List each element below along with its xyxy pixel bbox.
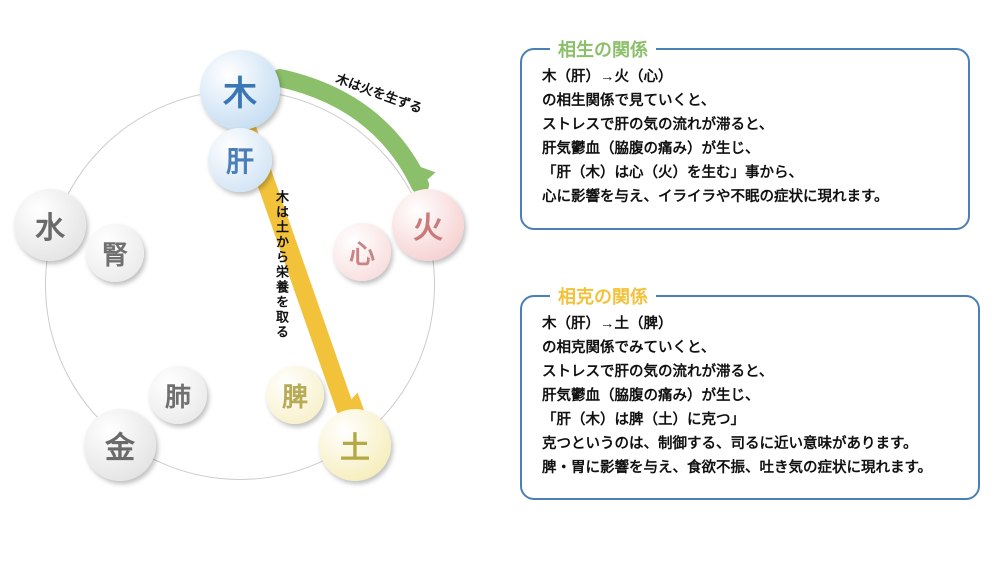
node-wood: 木 (200, 50, 280, 130)
controlling-panel-body: 木（肝）→土（脾）の相克関係でみていくと、ストレスで肝の気の流れが滞ると、肝気鬱… (542, 313, 958, 480)
controlling-panel-line: ストレスで肝の気の流れが滞ると、 (542, 361, 958, 385)
controlling-panel-line: 肝気鬱血（脇腹の痛み）が生じ、 (542, 385, 958, 409)
generating-panel-line: ストレスで肝の気の流れが滞ると、 (542, 114, 948, 138)
node-liver: 肝 (208, 128, 272, 192)
node-wood-label: 木 (223, 66, 257, 115)
node-fire-label: 火 (413, 203, 443, 247)
node-kidney: 腎 (86, 224, 144, 282)
node-heart: 心 (333, 223, 391, 281)
generating-panel-line: の相生関係で見ていくと、 (542, 90, 948, 114)
generating-panel-line: 「肝（木）は心（火）を生む」事から、 (542, 162, 948, 186)
node-lung-label: 肺 (165, 377, 191, 414)
controlling-panel-line: の相克関係でみていくと、 (542, 337, 958, 361)
node-spleen: 脾 (266, 366, 324, 424)
node-water: 水 (14, 189, 86, 261)
node-spleen-label: 脾 (282, 377, 308, 414)
node-kidney-label: 腎 (102, 235, 128, 272)
five-elements-diagram: 木肝火心土脾金肺水腎木は火を生ずる木は土から栄養を取る (0, 0, 500, 563)
node-liver-label: 肝 (226, 140, 254, 180)
node-fire: 火 (392, 189, 464, 261)
controlling-panel-line: 脾・胃に影響を与え、食欲不振、吐き気の症状に現れます。 (542, 457, 958, 481)
generating-panel-title: 相生の関係 (550, 36, 656, 62)
controlling-panel-line: 克つというのは、制御する、司るに近い意味があります。 (542, 433, 958, 457)
node-metal: 金 (84, 409, 156, 481)
controlling-panel-line: 「肝（木）は脾（土）に克つ」 (542, 409, 958, 433)
generating-panel-line: 木（肝）→火（心） (542, 66, 948, 90)
node-lung: 肺 (149, 366, 207, 424)
node-metal-label: 金 (105, 423, 135, 467)
controlling-panel-line: 木（肝）→土（脾） (542, 313, 958, 337)
controlling-arrow-label: 木は土から栄養を取る (272, 190, 291, 340)
generating-panel-body: 木（肝）→火（心）の相生関係で見ていくと、ストレスで肝の気の流れが滞ると、肝気鬱… (542, 66, 948, 210)
generating-panel-line: 心に影響を与え、イライラや不眠の症状に現れます。 (542, 186, 948, 210)
node-heart-label: 心 (349, 234, 375, 271)
controlling-panel-title: 相克の関係 (550, 283, 656, 309)
node-water-label: 水 (35, 203, 65, 247)
generating-panel-line: 肝気鬱血（脇腹の痛み）が生じ、 (542, 138, 948, 162)
node-earth-label: 土 (340, 423, 370, 467)
controlling-panel: 相克の関係木（肝）→土（脾）の相克関係でみていくと、ストレスで肝の気の流れが滞る… (520, 295, 980, 500)
generating-panel: 相生の関係木（肝）→火（心）の相生関係で見ていくと、ストレスで肝の気の流れが滞る… (520, 48, 970, 230)
node-earth: 土 (319, 409, 391, 481)
